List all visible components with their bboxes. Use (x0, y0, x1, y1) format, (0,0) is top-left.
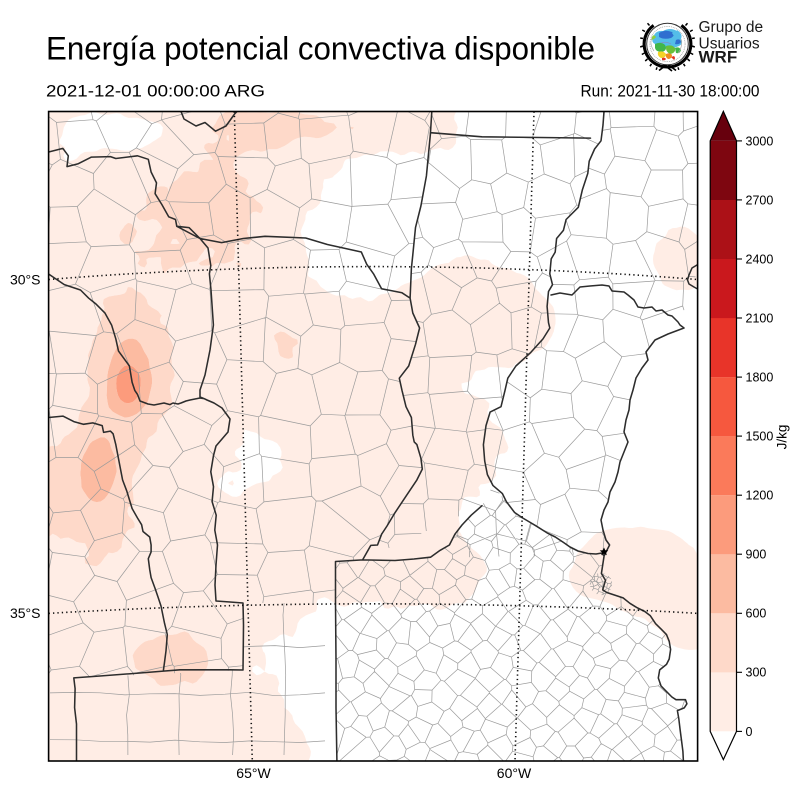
svg-text:1500: 1500 (746, 430, 774, 444)
svg-text:65°W: 65°W (236, 765, 271, 781)
svg-text:900: 900 (746, 548, 767, 562)
svg-text:Energía potencial convectiva d: Energía potencial convectiva disponible (46, 31, 595, 67)
svg-text:2100: 2100 (746, 311, 774, 325)
svg-text:1200: 1200 (746, 489, 774, 503)
svg-text:0: 0 (746, 725, 753, 739)
svg-text:WRF: WRF (699, 48, 738, 67)
svg-text:60°W: 60°W (497, 765, 532, 781)
svg-text:1800: 1800 (746, 371, 774, 385)
svg-text:J/kg: J/kg (775, 425, 790, 450)
svg-text:600: 600 (746, 607, 767, 621)
svg-text:Usuarios: Usuarios (699, 36, 760, 53)
svg-text:2400: 2400 (746, 252, 774, 266)
svg-text:Grupo de: Grupo de (699, 19, 764, 36)
svg-text:2700: 2700 (746, 193, 774, 207)
svg-text:3000: 3000 (746, 134, 774, 148)
svg-text:300: 300 (746, 666, 767, 680)
svg-text:35°S: 35°S (10, 605, 41, 621)
svg-text:Run: 2021-11-30 18:00:00: Run: 2021-11-30 18:00:00 (581, 82, 760, 100)
svg-text:2021-12-01 00:00:00 ARG: 2021-12-01 00:00:00 ARG (46, 82, 265, 100)
svg-text:30°S: 30°S (10, 271, 41, 287)
